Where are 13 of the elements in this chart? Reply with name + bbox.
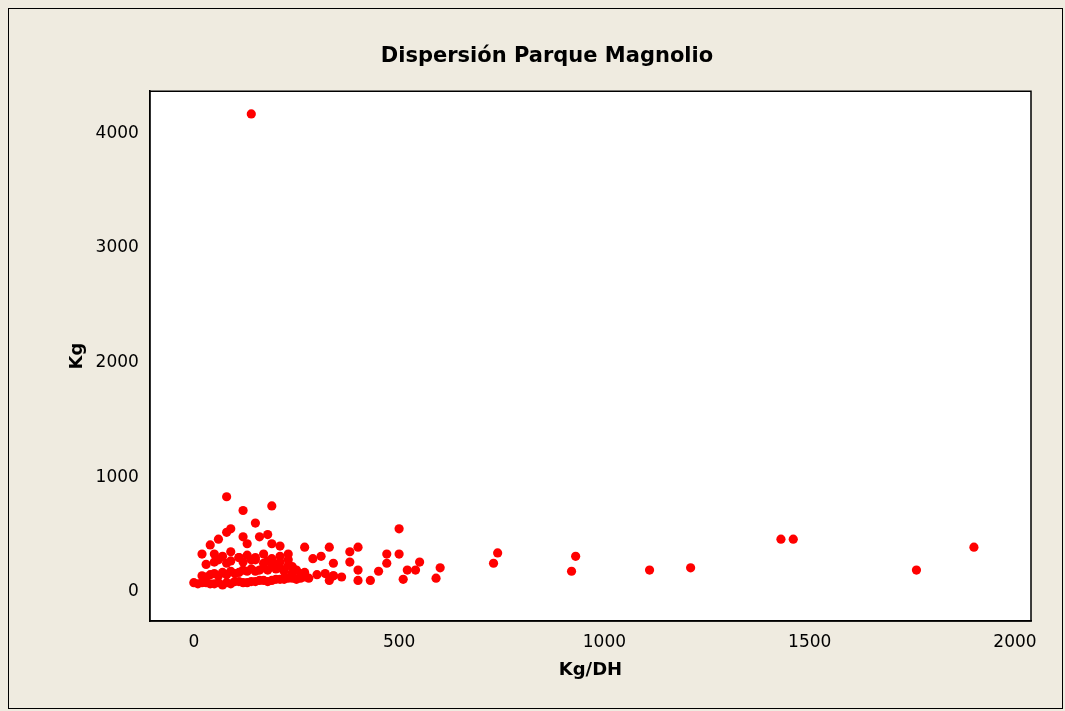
x-tick-label: 1500 — [788, 630, 832, 651]
y-tick-label: 1000 — [95, 465, 139, 486]
y-axis-title: Kg — [65, 342, 87, 370]
x-tick-label: 0 — [188, 630, 200, 651]
y-tick-label: 4000 — [95, 121, 139, 142]
x-axis-title: Kg/DH — [558, 657, 623, 679]
x-tick-label: 2000 — [993, 630, 1037, 651]
y-tick-label: 3000 — [95, 236, 139, 257]
y-tick-label: 0 — [128, 580, 139, 601]
x-tick-label: 1000 — [582, 630, 627, 651]
x-tick-label: 500 — [382, 630, 416, 651]
chart-title: Dispersión Parque Magnolio — [380, 43, 714, 68]
y-tick-label: 2000 — [95, 351, 139, 372]
